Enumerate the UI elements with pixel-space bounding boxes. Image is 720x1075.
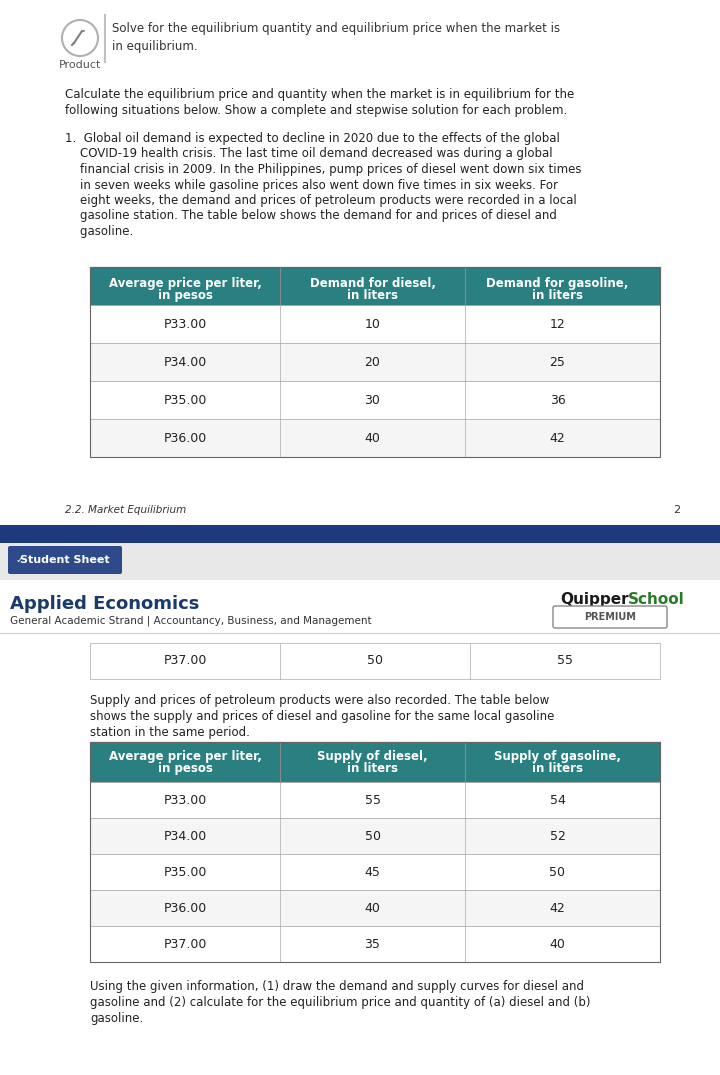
- Text: 54: 54: [549, 793, 565, 806]
- FancyBboxPatch shape: [90, 926, 660, 962]
- Text: 40: 40: [364, 431, 380, 444]
- Text: Using the given information, (1) draw the demand and supply curves for diesel an: Using the given information, (1) draw th…: [90, 980, 584, 993]
- FancyBboxPatch shape: [553, 606, 667, 628]
- Text: 2.2. Market Equilibrium: 2.2. Market Equilibrium: [65, 505, 186, 515]
- Text: 20: 20: [364, 356, 380, 369]
- Text: in liters: in liters: [347, 289, 398, 302]
- Text: Quipper: Quipper: [560, 592, 629, 607]
- Text: 45: 45: [364, 865, 380, 878]
- FancyBboxPatch shape: [90, 818, 660, 854]
- FancyBboxPatch shape: [90, 305, 660, 343]
- Text: shows the supply and prices of diesel and gasoline for the same local gasoline: shows the supply and prices of diesel an…: [90, 710, 554, 723]
- FancyBboxPatch shape: [0, 525, 720, 543]
- Text: P37.00: P37.00: [163, 937, 207, 950]
- FancyBboxPatch shape: [90, 419, 660, 457]
- FancyBboxPatch shape: [90, 742, 660, 782]
- FancyBboxPatch shape: [90, 343, 660, 381]
- Text: in liters: in liters: [532, 762, 583, 775]
- Text: P33.00: P33.00: [163, 317, 207, 330]
- Text: 25: 25: [549, 356, 565, 369]
- Text: P35.00: P35.00: [163, 393, 207, 406]
- Text: in liters: in liters: [532, 289, 583, 302]
- Text: 50: 50: [364, 830, 380, 843]
- Text: Student Sheet: Student Sheet: [20, 555, 110, 565]
- Text: following situations below. Show a complete and stepwise solution for each probl: following situations below. Show a compl…: [65, 104, 567, 117]
- Text: in liters: in liters: [347, 762, 398, 775]
- Text: 42: 42: [549, 902, 565, 915]
- Text: 42: 42: [549, 431, 565, 444]
- Text: 36: 36: [549, 393, 565, 406]
- FancyBboxPatch shape: [0, 0, 720, 535]
- Text: Supply and prices of petroleum products were also recorded. The table below: Supply and prices of petroleum products …: [90, 694, 549, 707]
- Text: Average price per liter,: Average price per liter,: [109, 277, 261, 290]
- FancyBboxPatch shape: [90, 890, 660, 926]
- Text: Supply of diesel,: Supply of diesel,: [318, 750, 428, 763]
- Text: P36.00: P36.00: [163, 431, 207, 444]
- FancyBboxPatch shape: [8, 546, 122, 574]
- Text: Product: Product: [59, 60, 102, 70]
- Text: P34.00: P34.00: [163, 356, 207, 369]
- Text: 55: 55: [364, 793, 380, 806]
- Text: 50: 50: [367, 655, 383, 668]
- Text: 35: 35: [364, 937, 380, 950]
- Text: 10: 10: [364, 317, 380, 330]
- Text: 55: 55: [557, 655, 573, 668]
- Text: 40: 40: [364, 902, 380, 915]
- FancyBboxPatch shape: [90, 381, 660, 419]
- Text: ✓: ✓: [16, 555, 24, 565]
- Text: Supply of gasoline,: Supply of gasoline,: [494, 750, 621, 763]
- Text: Applied Economics: Applied Economics: [10, 594, 199, 613]
- Text: P35.00: P35.00: [163, 865, 207, 878]
- Text: School: School: [628, 592, 685, 607]
- Text: in equilibrium.: in equilibrium.: [112, 40, 197, 53]
- Text: P34.00: P34.00: [163, 830, 207, 843]
- Text: gasoline.: gasoline.: [65, 225, 133, 238]
- Text: P33.00: P33.00: [163, 793, 207, 806]
- FancyBboxPatch shape: [0, 543, 720, 1075]
- Text: PREMIUM: PREMIUM: [584, 612, 636, 622]
- FancyBboxPatch shape: [90, 782, 660, 818]
- Text: 2: 2: [673, 505, 680, 515]
- Text: Solve for the equilibrium quantity and equilibrium price when the market is: Solve for the equilibrium quantity and e…: [112, 22, 560, 35]
- Text: 12: 12: [549, 317, 565, 330]
- Text: 50: 50: [549, 865, 565, 878]
- Text: gasoline and (2) calculate for the equilibrium price and quantity of (a) diesel : gasoline and (2) calculate for the equil…: [90, 997, 590, 1009]
- Text: station in the same period.: station in the same period.: [90, 726, 250, 739]
- FancyBboxPatch shape: [90, 267, 660, 305]
- Text: eight weeks, the demand and prices of petroleum products were recorded in a loca: eight weeks, the demand and prices of pe…: [65, 194, 577, 207]
- Text: in seven weeks while gasoline prices also went down five times in six weeks. For: in seven weeks while gasoline prices als…: [65, 178, 558, 191]
- Text: Calculate the equilibrium price and quantity when the market is in equilibrium f: Calculate the equilibrium price and quan…: [65, 88, 575, 101]
- Text: COVID-19 health crisis. The last time oil demand decreased was during a global: COVID-19 health crisis. The last time oi…: [65, 147, 553, 160]
- Text: gasoline.: gasoline.: [90, 1012, 143, 1024]
- Text: gasoline station. The table below shows the demand for and prices of diesel and: gasoline station. The table below shows …: [65, 210, 557, 223]
- Text: in pesos: in pesos: [158, 762, 212, 775]
- Text: in pesos: in pesos: [158, 289, 212, 302]
- Text: P37.00: P37.00: [163, 655, 207, 668]
- Text: Demand for gasoline,: Demand for gasoline,: [486, 277, 629, 290]
- Text: 1.  Global oil demand is expected to decline in 2020 due to the effects of the g: 1. Global oil demand is expected to decl…: [65, 132, 560, 145]
- Text: financial crisis in 2009. In the Philippines, pump prices of diesel went down si: financial crisis in 2009. In the Philipp…: [65, 163, 582, 176]
- Text: Average price per liter,: Average price per liter,: [109, 750, 261, 763]
- FancyBboxPatch shape: [90, 643, 660, 679]
- FancyBboxPatch shape: [90, 854, 660, 890]
- Text: P36.00: P36.00: [163, 902, 207, 915]
- Text: 40: 40: [549, 937, 565, 950]
- Text: General Academic Strand | Accountancy, Business, and Management: General Academic Strand | Accountancy, B…: [10, 616, 372, 627]
- Text: Demand for diesel,: Demand for diesel,: [310, 277, 436, 290]
- Text: 30: 30: [364, 393, 380, 406]
- Text: 52: 52: [549, 830, 565, 843]
- FancyBboxPatch shape: [0, 580, 720, 1075]
